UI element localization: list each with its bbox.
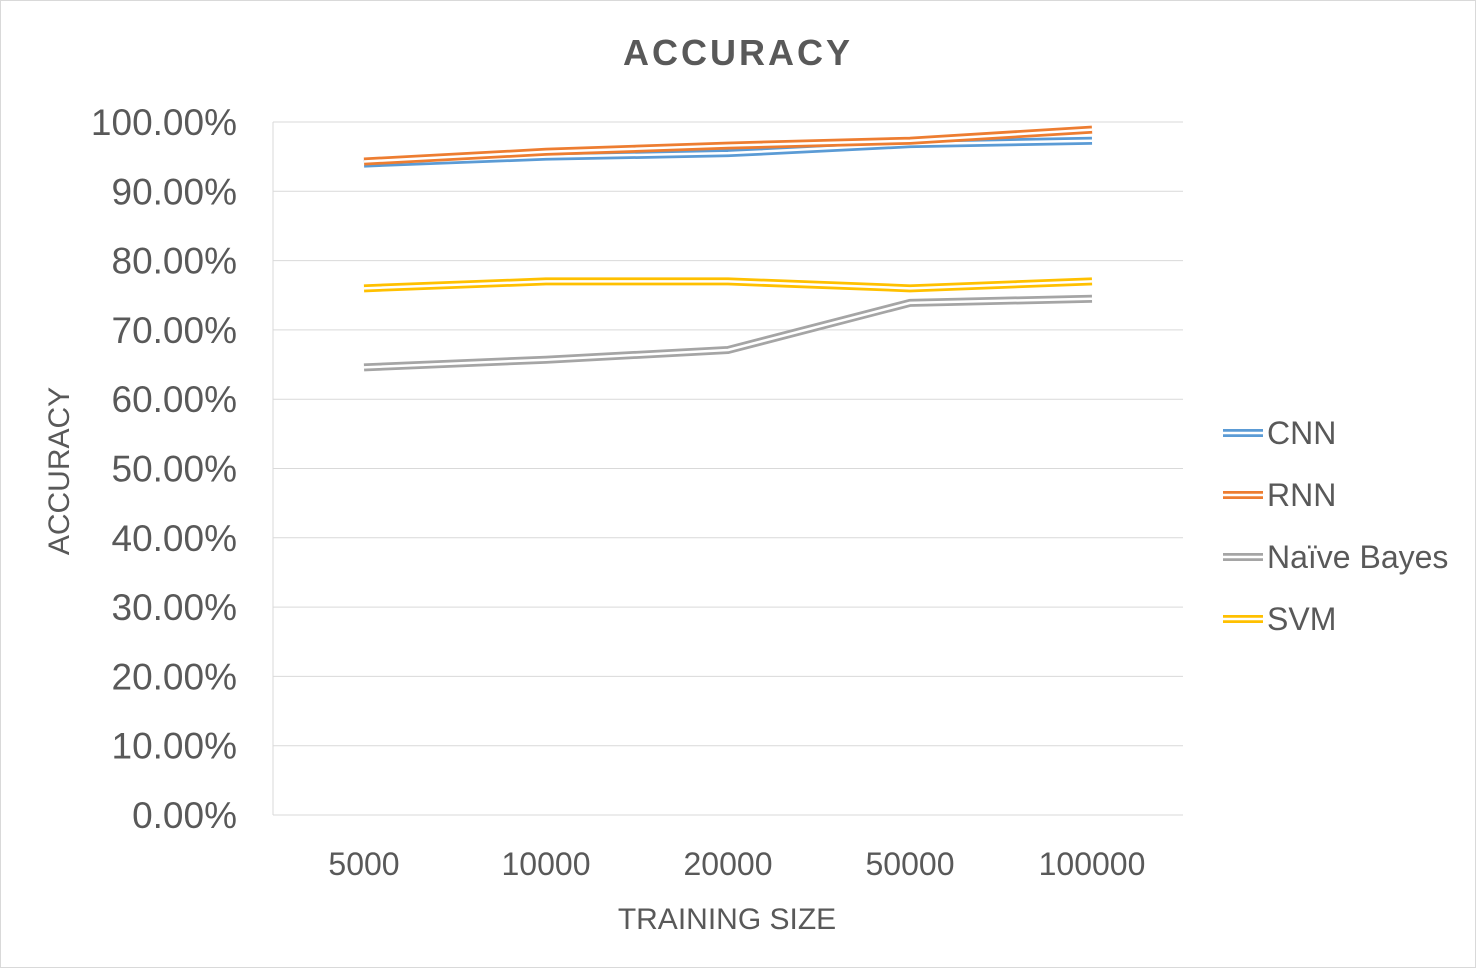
y-tick-label: 90.00% (112, 171, 238, 212)
legend-label: CNN (1267, 415, 1336, 451)
x-axis-ticks: 5000 10000 20000 50000 100000 (328, 846, 1145, 882)
y-tick-label: 100.00% (91, 102, 237, 143)
series-line-outer (363, 294, 1093, 372)
x-tick-label: 10000 (502, 846, 591, 882)
legend-label: Naïve Bayes (1267, 539, 1448, 575)
y-tick-label: 0.00% (132, 795, 237, 836)
legend-label: SVM (1267, 601, 1336, 637)
y-tick-label: 30.00% (112, 587, 238, 628)
x-tick-label: 5000 (328, 846, 399, 882)
x-axis-label: TRAINING SIZE (618, 903, 836, 936)
legend-label: RNN (1267, 477, 1336, 513)
chart-title: ACCURACY (623, 32, 853, 73)
legend-item: CNN (1223, 415, 1336, 451)
series-na-ve-bayes (363, 294, 1093, 372)
x-tick-label: 100000 (1039, 846, 1146, 882)
x-tick-label: 50000 (866, 846, 955, 882)
y-tick-label: 20.00% (112, 656, 238, 697)
gridlines (272, 121, 1183, 815)
y-tick-label: 40.00% (112, 518, 238, 559)
y-tick-label: 80.00% (112, 241, 238, 282)
y-axis-label: ACCURACY (43, 387, 76, 555)
legend-item: SVM (1223, 601, 1336, 637)
y-tick-label: 70.00% (112, 310, 238, 351)
y-tick-label: 50.00% (112, 449, 238, 490)
series-lines (363, 125, 1093, 372)
series-line-inner (363, 297, 1093, 369)
series-rnn (363, 125, 1093, 166)
y-tick-label: 10.00% (112, 726, 238, 767)
legend-item: RNN (1223, 477, 1336, 513)
y-tick-label: 60.00% (112, 379, 238, 420)
x-tick-label: 20000 (684, 846, 773, 882)
y-axis-ticks: 0.00% 10.00% 20.00% 30.00% 40.00% 50.00% 60.00… (91, 102, 237, 836)
legend-item: Naïve Bayes (1223, 539, 1448, 575)
series-svm (363, 277, 1093, 293)
legend: CNN RNN Naïve Bayes SVM (1223, 415, 1448, 637)
